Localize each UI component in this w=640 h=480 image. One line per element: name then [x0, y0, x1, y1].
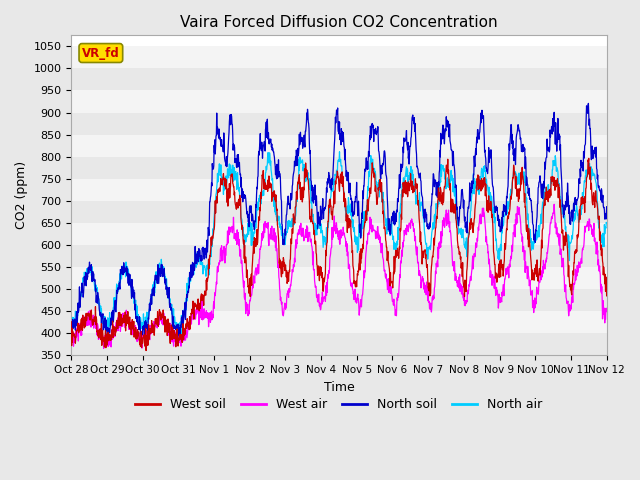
- Bar: [71, 267, 607, 289]
- Bar: [71, 69, 607, 91]
- Bar: [71, 245, 607, 267]
- X-axis label: Time: Time: [324, 381, 355, 394]
- Bar: [71, 91, 607, 112]
- Bar: [71, 47, 607, 69]
- Bar: [71, 223, 607, 245]
- Title: Vaira Forced Diffusion CO2 Concentration: Vaira Forced Diffusion CO2 Concentration: [180, 15, 498, 30]
- Bar: [71, 311, 607, 333]
- Bar: [71, 289, 607, 311]
- Bar: [71, 134, 607, 156]
- Bar: [71, 156, 607, 179]
- Text: VR_fd: VR_fd: [82, 47, 120, 60]
- Y-axis label: CO2 (ppm): CO2 (ppm): [15, 161, 28, 229]
- Legend: West soil, West air, North soil, North air: West soil, West air, North soil, North a…: [131, 393, 548, 416]
- Bar: [71, 333, 607, 355]
- Bar: [71, 179, 607, 201]
- Bar: [71, 112, 607, 134]
- Bar: [71, 201, 607, 223]
